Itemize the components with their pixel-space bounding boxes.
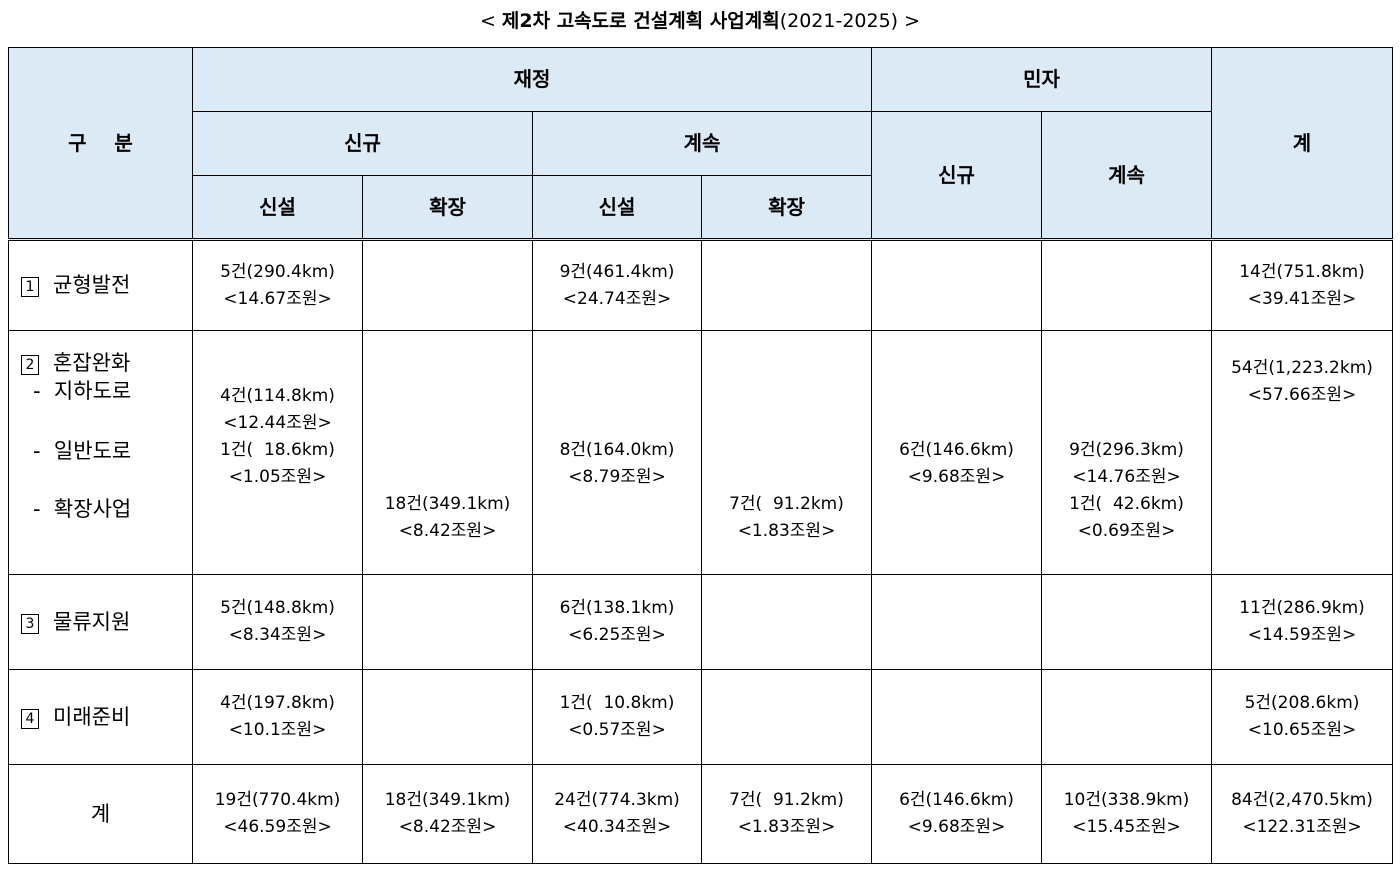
cell-value: 6건(146.6km) <9.68조원> — [871, 764, 1042, 864]
cell-value: 4건(114.8km) <12.44조원> 1건( 18.6km) <1.05조원> — [192, 330, 363, 575]
title-years: (2021-2025) — [779, 10, 899, 32]
header-gyesok-hwakjang: 확장 — [701, 175, 872, 240]
cell-value: 18건(349.1km) <8.42조원> — [362, 764, 533, 864]
title-main: 제2차 고속도로 건설계획 사업계획 — [501, 10, 780, 32]
header-jaejeong-singyu: 신규 — [192, 111, 533, 176]
cell-empty — [1041, 574, 1212, 670]
cell-value: 10건(338.9km) <15.45조원> — [1041, 764, 1212, 864]
cell-empty — [1041, 238, 1212, 331]
cell-empty — [701, 574, 872, 670]
cell-empty — [701, 238, 872, 331]
cell-total: 11건(286.9km) <14.59조원> — [1211, 574, 1393, 670]
category-number: 1 — [21, 277, 39, 297]
table-row-logistics: 3 물류지원 5건(148.8km) <8.34조원> 6건(138.1km) <6.… — [8, 574, 1393, 670]
category-label: 혼잡완화 — [53, 351, 131, 375]
title-prefix: < — [479, 10, 502, 32]
header-jaejeong-gyesok: 계속 — [532, 111, 872, 176]
sub-category: - 확장사업 — [33, 497, 132, 521]
row-category: 1 균형발전 — [8, 238, 193, 331]
category-number: 4 — [21, 708, 39, 729]
table-row-total: 계 19건(770.4km) <46.59조원> 18건(349.1km) <8.4… — [8, 764, 1393, 864]
cell-empty — [362, 669, 533, 765]
row-category: 2 혼잡완화 - 지하도로 - 일반도로 - 확장사업 — [8, 330, 193, 575]
category-label: 물류지원 — [53, 609, 131, 634]
cell-empty — [362, 238, 533, 331]
header-jaejeong: 재정 — [192, 47, 872, 112]
cell-value: 5건(148.8km) <8.34조원> — [192, 574, 363, 670]
cell-empty — [871, 238, 1042, 331]
cell-value: 19건(770.4km) <46.59조원> — [192, 764, 363, 864]
cell-empty — [871, 574, 1042, 670]
header-gyesok-sinseol: 신설 — [532, 175, 702, 240]
cell-value: 7건( 91.2km) <1.83조원> — [701, 764, 872, 864]
sub-category: - 지하도로 — [33, 379, 132, 403]
category-number: 2 — [21, 355, 39, 375]
title-suffix: > — [898, 10, 921, 32]
row-category: 3 물류지원 — [8, 574, 193, 670]
table-row-future: 4 미래준비 4건(197.8km) <10.1조원> 1건( 10.8km) <0.… — [8, 669, 1393, 765]
cell-empty — [701, 669, 872, 765]
category-number: 3 — [21, 613, 39, 634]
header-minja-singyu: 신규 — [871, 111, 1042, 240]
header-total: 계 — [1211, 47, 1393, 240]
cell-value: 7건( 91.2km) <1.83조원> — [701, 330, 872, 575]
cell-value: 6건(138.1km) <6.25조원> — [532, 574, 702, 670]
cell-value: 4건(197.8km) <10.1조원> — [192, 669, 363, 765]
cell-total: 14건(751.8km) <39.41조원> — [1211, 238, 1393, 331]
cell-value: 9건(461.4km) <24.74조원> — [532, 238, 702, 331]
cell-value: 5건(290.4km) <14.67조원> — [192, 238, 363, 331]
category-label: 균형발전 — [53, 273, 131, 297]
table-row-balanced: 1 균형발전 5건(290.4km) <14.67조원> 9건(461.4km) <2… — [8, 238, 1393, 331]
header-singyu-sinseol: 신설 — [192, 175, 363, 240]
cell-total: 5건(208.6km) <10.65조원> — [1211, 669, 1393, 765]
header-singyu-hwakjang: 확장 — [362, 175, 533, 240]
category-label: 미래준비 — [53, 704, 131, 729]
cell-value: 6건(146.6km) <9.68조원> — [871, 330, 1042, 575]
table-row-congestion: 2 혼잡완화 - 지하도로 - 일반도로 - 확장사업 4건(114.8km) <1… — [8, 330, 1393, 575]
cell-value: 24건(774.3km) <40.34조원> — [532, 764, 702, 864]
cell-total: 54건(1,223.2km) <57.66조원> — [1211, 330, 1393, 575]
header-minja: 민자 — [871, 47, 1212, 112]
document-title: < 제2차 고속도로 건설계획 사업계획(2021-2025) > — [0, 6, 1400, 33]
row-category: 4 미래준비 — [8, 669, 193, 765]
sub-category: - 일반도로 — [33, 439, 132, 463]
cell-empty — [871, 669, 1042, 765]
cell-empty — [1041, 669, 1212, 765]
header-gubun: 구 분 — [8, 47, 193, 240]
cell-value: 18건(349.1km) <8.42조원> — [362, 330, 533, 575]
plan-table: 구 분 재정 민자 계 신규 계속 신규 계속 신설 확장 신설 확장 1 균형발… — [8, 47, 1393, 864]
cell-value: 1건( 10.8km) <0.57조원> — [532, 669, 702, 765]
cell-value: 9건(296.3km) <14.76조원> 1건( 42.6km) <0.69조원> — [1041, 330, 1212, 575]
row-total-label: 계 — [8, 764, 193, 864]
cell-total: 84건(2,470.5km) <122.31조원> — [1211, 764, 1393, 864]
cell-value: 8건(164.0km) <8.79조원> — [532, 330, 702, 575]
cell-empty — [362, 574, 533, 670]
header-minja-gyesok: 계속 — [1041, 111, 1212, 240]
